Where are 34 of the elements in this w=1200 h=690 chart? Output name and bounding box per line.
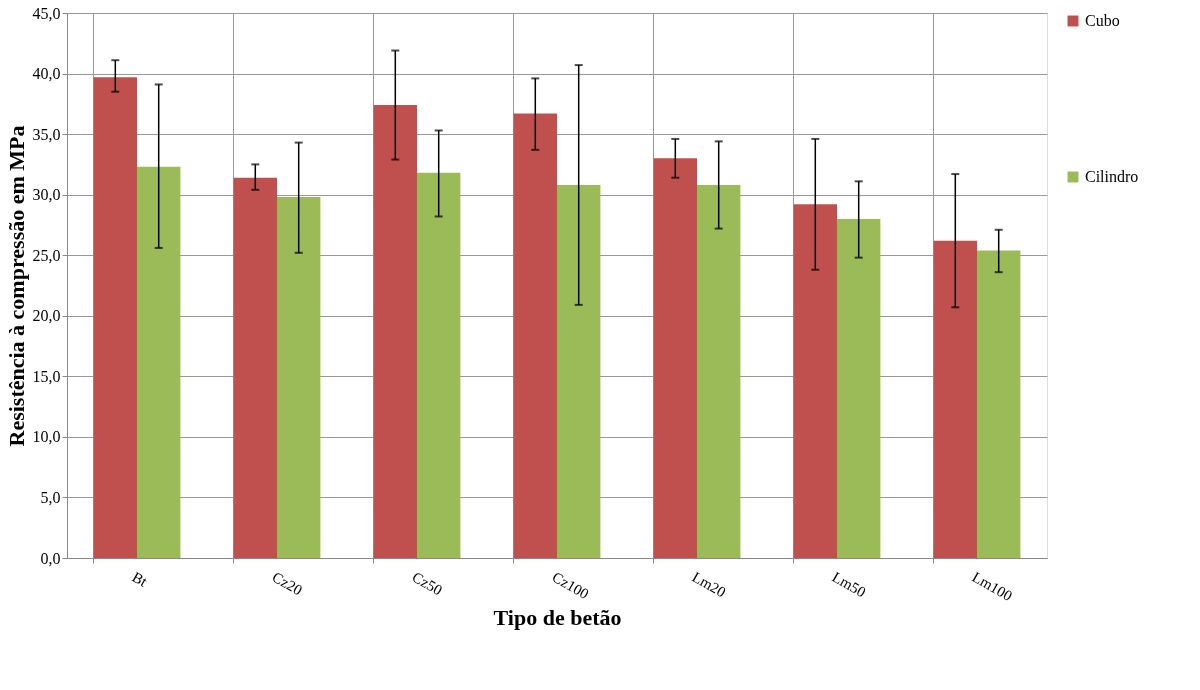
- bar: [373, 105, 417, 558]
- bar: [933, 240, 977, 558]
- x-tick-label: Cz50: [409, 568, 445, 599]
- y-tick-label: 40,0: [32, 65, 61, 83]
- bar: [93, 77, 137, 558]
- bar: [697, 184, 741, 558]
- x-tick-label: Lm20: [689, 568, 729, 601]
- x-axis-title: Tipo de betão: [493, 605, 622, 631]
- x-tick-label: Cz20: [269, 568, 305, 599]
- y-tick-label: 30,0: [32, 186, 61, 204]
- bar: [277, 197, 321, 558]
- bar: [137, 166, 181, 558]
- legend-label: Cubo: [1085, 12, 1120, 29]
- bar: [977, 250, 1021, 558]
- y-tick-label: 10,0: [32, 428, 61, 446]
- x-tick-label: Lm50: [829, 568, 869, 601]
- bar: [793, 204, 837, 558]
- bar: [513, 113, 557, 558]
- y-tick-label: 20,0: [32, 307, 61, 325]
- bar: [653, 158, 697, 558]
- bar: [557, 184, 601, 558]
- y-tick-label: 45,0: [32, 4, 61, 22]
- y-axis-title: Resistência à compressão em MPa: [3, 125, 29, 447]
- y-tick-label: 35,0: [32, 125, 61, 143]
- y-tick-label: 0,0: [40, 549, 61, 567]
- y-tick-label: 15,0: [32, 367, 61, 385]
- bar: [233, 177, 277, 558]
- y-tick-label: 25,0: [32, 246, 61, 264]
- x-tick-label: Bt: [129, 568, 151, 590]
- legend-label: Cilindro: [1085, 168, 1139, 185]
- x-tick-label: Cz100: [549, 568, 592, 603]
- bar: [837, 218, 881, 558]
- y-tick-label: 5,0: [40, 488, 61, 506]
- bar: [417, 172, 461, 558]
